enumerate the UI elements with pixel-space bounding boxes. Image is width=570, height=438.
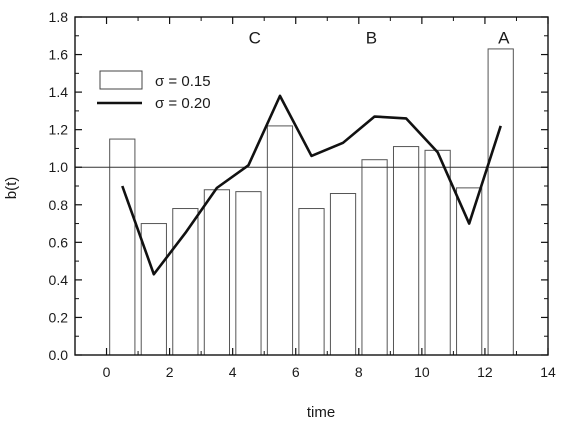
legend-label-bars: σ = 0.15 (155, 73, 211, 90)
x-axis-ticks: 0 2 4 6 8 10 12 14 (74, 17, 556, 380)
y-tick-label: 0.6 (49, 234, 69, 250)
x-tick-label: 0 (103, 364, 111, 380)
bar (298, 208, 325, 356)
y-tick-label: 1.6 (49, 47, 69, 63)
x-axis-title: time (307, 404, 335, 421)
y-tick-label: 0.4 (49, 272, 69, 288)
bar (235, 191, 262, 356)
x-tick-label: 14 (540, 364, 556, 380)
bar (109, 138, 136, 356)
y-tick-label: 1.2 (49, 122, 69, 138)
x-tick-label: 4 (229, 364, 237, 380)
legend: σ = 0.15 σ = 0.20 (97, 70, 211, 112)
bar (487, 48, 514, 356)
annotation-label: A (498, 28, 510, 47)
legend-bar-swatch (99, 70, 143, 90)
annotation-label: B (366, 28, 377, 47)
y-tick-label: 1.4 (49, 84, 69, 100)
x-tick-label: 10 (414, 364, 430, 380)
x-tick-label: 8 (355, 364, 363, 380)
y-tick-label: 1.8 (49, 9, 69, 25)
y-tick-label: 0.2 (49, 309, 69, 325)
bar (266, 125, 294, 356)
bar (172, 208, 199, 356)
line-series (121, 94, 502, 276)
bar (329, 193, 357, 356)
bar (140, 223, 167, 356)
y-tick-label: 0.0 (49, 347, 69, 363)
x-tick-label: 2 (166, 364, 174, 380)
annotation-label: C (249, 28, 261, 47)
bar (392, 146, 420, 356)
bar (203, 189, 231, 356)
x-tick-label: 6 (292, 364, 300, 380)
y-axis-ticks: 0.0 0.2 0.4 0.6 0.8 1.0 1.2 1.4 1.6 1.8 (49, 9, 548, 363)
y-tick-label: 1.0 (49, 159, 69, 175)
y-tick-label: 0.8 (49, 197, 69, 213)
x-tick-label: 12 (477, 364, 493, 380)
bar (456, 187, 483, 356)
legend-label-line: σ = 0.20 (155, 95, 211, 112)
y-axis-title: b(t) (3, 177, 20, 200)
bar-series (109, 48, 514, 356)
bar (361, 159, 388, 356)
bar (424, 149, 451, 356)
